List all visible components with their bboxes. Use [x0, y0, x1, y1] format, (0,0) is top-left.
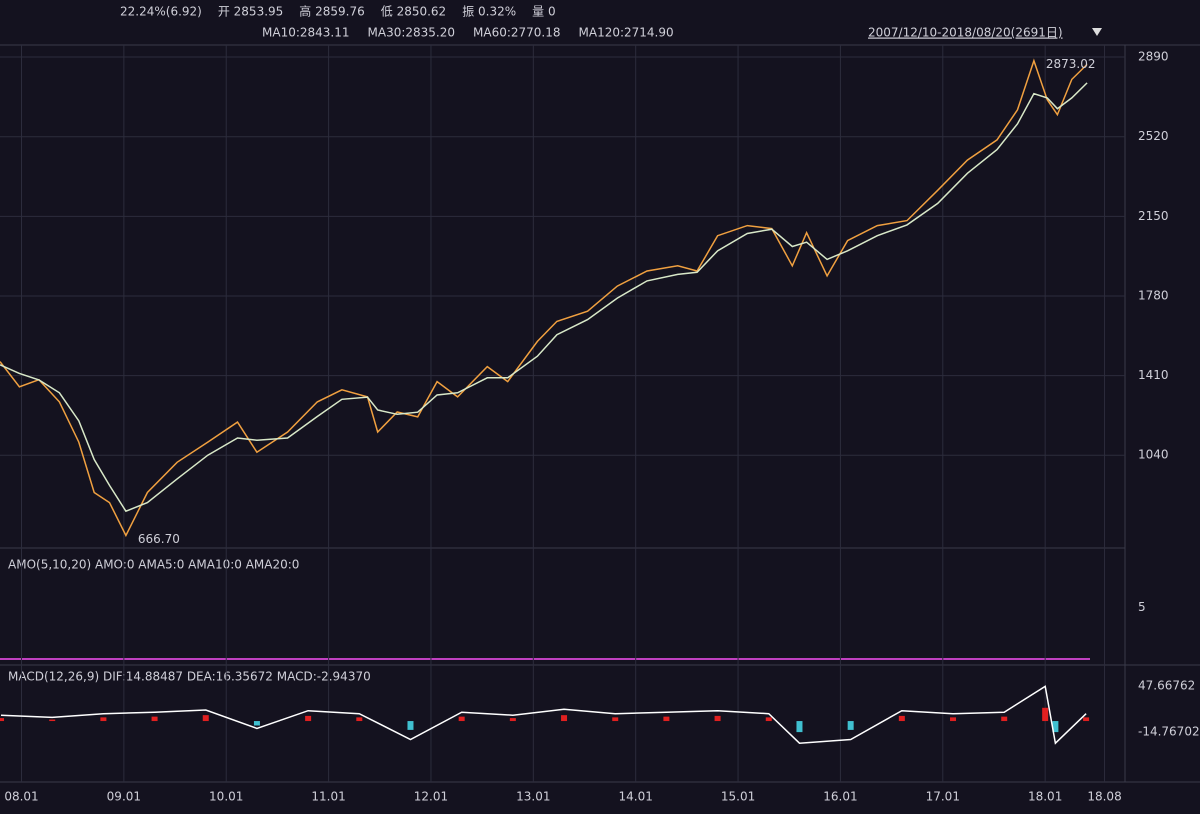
y-tick-label: 5	[1138, 600, 1146, 614]
x-tick-label: 08.01	[4, 790, 38, 804]
macd-bar	[847, 721, 854, 730]
x-tick-label: 12.01	[414, 790, 448, 804]
quote-item: 高 2859.76	[299, 4, 364, 19]
macd-bar	[796, 721, 803, 733]
quote-item: 22.24%(6.92)	[120, 5, 202, 19]
ma-label: MA10:2843.11	[262, 26, 350, 40]
x-tick-label: 13.01	[516, 790, 550, 804]
macd-bar	[151, 716, 158, 722]
x-tick-label: 10.01	[209, 790, 243, 804]
macd-bar	[253, 721, 260, 726]
y-tick-label: -14.76702	[1138, 724, 1200, 738]
macd-bar	[714, 715, 721, 722]
x-tick-label: 09.01	[107, 790, 141, 804]
y-tick-label: 47.66762	[1138, 678, 1195, 692]
quote-item: 振 0.32%	[462, 5, 516, 19]
macd-bar	[356, 717, 363, 722]
x-tick-label: 18.01	[1028, 790, 1062, 804]
macd-bar	[950, 717, 957, 722]
y-tick-label: 1040	[1138, 448, 1169, 462]
ma-label: MA60:2770.18	[473, 26, 561, 40]
x-tick-label: 15.01	[721, 790, 755, 804]
price-line	[0, 82, 1088, 513]
dropdown-icon[interactable]	[1092, 28, 1102, 36]
y-tick-label: 2150	[1138, 209, 1169, 223]
x-tick-label: 18.08	[1087, 790, 1121, 804]
y-tick-label: 2520	[1138, 129, 1169, 143]
macd-bar	[49, 719, 56, 722]
x-tick-label: 16.01	[823, 790, 857, 804]
panel-title: AMO(5,10,20) AMO:0 AMA5:0 AMA10:0 AMA20:…	[8, 558, 299, 572]
annotation: 666.70	[138, 532, 180, 546]
macd-bar	[612, 717, 619, 722]
macd-bar	[1042, 707, 1049, 722]
macd-bar	[561, 715, 568, 722]
ma-label: MA120:2714.90	[579, 26, 674, 40]
quote-item: 低 2850.62	[381, 5, 446, 19]
macd-bar	[305, 715, 312, 722]
macd-bar	[663, 716, 670, 722]
macd-bar	[100, 717, 107, 722]
y-tick-label: 2890	[1138, 50, 1169, 64]
ma-label: MA30:2835.20	[368, 26, 456, 40]
annotation: 2873.02	[1046, 57, 1096, 71]
quote-item: 开 2853.95	[218, 5, 283, 19]
price-line	[0, 685, 1087, 745]
date-range[interactable]: 2007/12/10-2018/08/20(2691日)	[868, 26, 1063, 40]
macd-bar	[1001, 716, 1008, 722]
macd-bar	[1052, 721, 1059, 733]
macd-bar	[898, 715, 905, 722]
macd-bar	[458, 716, 465, 722]
macd-bar	[509, 718, 516, 722]
panel-title: MACD(12,26,9) DIF:14.88487 DEA:16.35672 …	[8, 670, 371, 684]
x-tick-label: 11.01	[311, 790, 345, 804]
x-tick-label: 17.01	[926, 790, 960, 804]
x-tick-label: 14.01	[619, 790, 653, 804]
y-tick-label: 1410	[1138, 368, 1169, 382]
macd-bar	[765, 717, 772, 722]
y-tick-label: 1780	[1138, 288, 1169, 302]
macd-bar	[202, 715, 209, 722]
macd-bar	[0, 718, 5, 722]
quote-item: 量 0	[532, 5, 555, 19]
macd-bar	[1083, 717, 1090, 722]
macd-bar	[407, 721, 414, 730]
price-line	[0, 58, 1088, 538]
